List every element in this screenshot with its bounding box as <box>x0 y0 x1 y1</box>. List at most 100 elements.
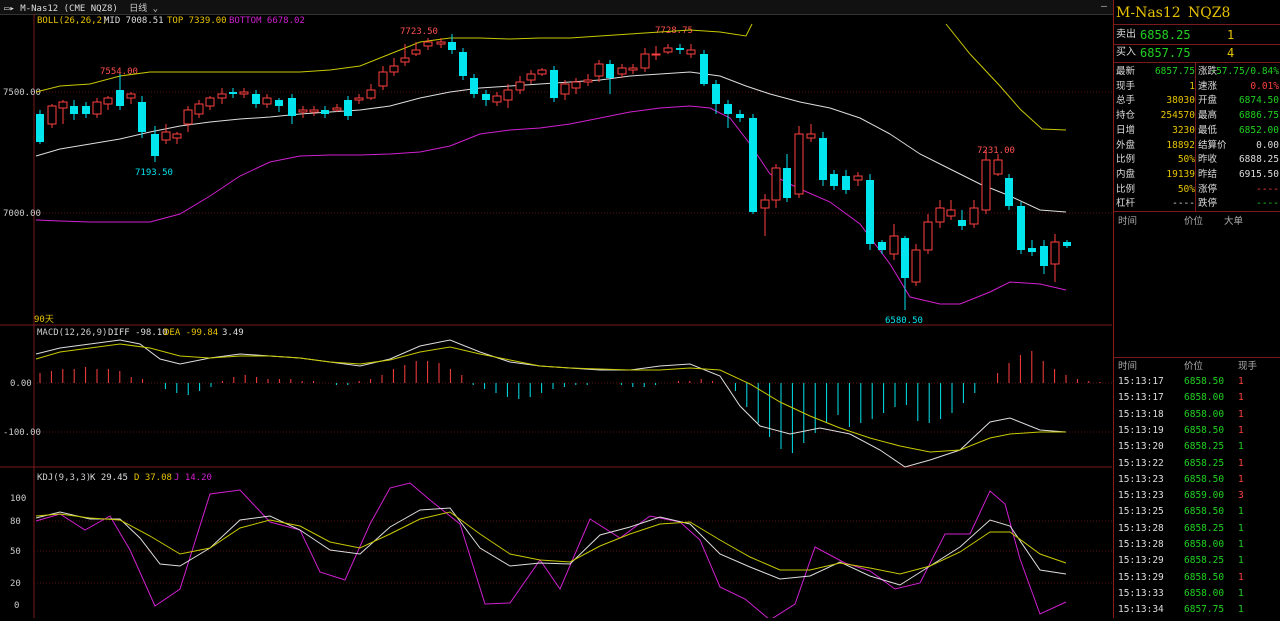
stat-value: 19139 <box>1166 168 1195 180</box>
stat-label: 杠杆 <box>1116 198 1136 210</box>
tick-row[interactable]: 15:13:17 6858.50 1 <box>1114 374 1280 389</box>
stat-label: 比例 <box>1116 154 1136 166</box>
tick-volume: 1 <box>1238 457 1244 469</box>
candle-body <box>288 98 296 116</box>
kdj-j: J 14.20 <box>174 473 212 483</box>
quote-code: NQZ8 <box>1188 5 1231 21</box>
tick-time: 15:13:33 <box>1118 587 1164 599</box>
candle-body <box>400 57 410 63</box>
candle-body <box>70 106 78 114</box>
candle-body <box>275 100 283 106</box>
tick-volume: 1 <box>1238 587 1244 599</box>
candle-body <box>366 89 376 99</box>
candle-body <box>194 103 204 115</box>
stat-row: 杠杆 ---- 跌停 ---- <box>1114 196 1280 211</box>
candle-body <box>923 221 933 251</box>
tick-row[interactable]: 15:13:29 6858.25 1 <box>1114 553 1280 568</box>
tick-time: 15:13:28 <box>1118 522 1164 534</box>
tick-price: 6858.00 <box>1184 392 1225 404</box>
tick-row[interactable]: 15:13:18 6858.00 1 <box>1114 407 1280 422</box>
candle-body <box>901 238 909 278</box>
tick-row[interactable]: 15:13:19 6858.50 1 <box>1114 423 1280 438</box>
candle-body <box>760 199 770 209</box>
tick-row[interactable]: 15:13:23 6859.00 3 <box>1114 488 1280 503</box>
macd-label: MACD(12,26,9) <box>37 328 107 338</box>
menu-icon[interactable]: ▭▸ <box>4 4 15 14</box>
kline-chart-area[interactable]: 7500.00 7000.00 0.00 -100.00 100 80 50 2… <box>0 14 1112 621</box>
macd-tick-0: 0.00 <box>10 379 32 389</box>
tick-time: 15:13:23 <box>1118 490 1164 502</box>
tick-time: 15:13:29 <box>1118 571 1164 583</box>
annotation-high-4: 7231.00 <box>977 146 1015 156</box>
tick-volume: 1 <box>1238 604 1244 616</box>
candle-body <box>344 100 352 116</box>
candle-body <box>252 94 260 104</box>
window-title: ▭▸ M-Nas12 (CME NQZ8) 日线 ⌄ <box>4 1 158 14</box>
tick-row[interactable]: 15:13:28 6858.25 1 <box>1114 521 1280 536</box>
tick-volume: 1 <box>1238 522 1244 534</box>
stat-value: ---- <box>1172 198 1195 210</box>
tick-volume: 1 <box>1238 555 1244 567</box>
candle-body <box>993 159 1003 175</box>
candle-body <box>1017 206 1025 250</box>
candle-body <box>354 97 364 101</box>
stat-label: 结算价 <box>1198 139 1227 151</box>
candle-body <box>309 109 319 113</box>
candle-body <box>515 81 525 91</box>
tick-row[interactable]: 15:13:28 6858.00 1 <box>1114 537 1280 552</box>
tick-row[interactable]: 15:13:34 6857.75 1 <box>1114 602 1280 617</box>
tick-price: 6858.25 <box>1184 555 1225 567</box>
stat-value: 254570 <box>1160 110 1195 122</box>
stat-value: 3230 <box>1172 124 1195 136</box>
tick-row[interactable]: 15:13:22 6858.25 1 <box>1114 456 1280 471</box>
tick-time: 15:13:28 <box>1118 539 1164 550</box>
tick-time: 15:13:17 <box>1118 376 1164 387</box>
candlestick-series <box>36 34 1071 310</box>
kdj-k-line <box>35 507 1067 586</box>
stat-value: 6888.25 <box>1238 154 1279 166</box>
stat-value: 6852.00 <box>1238 124 1279 136</box>
candle-body <box>1050 241 1060 265</box>
kdj-tick-50: 50 <box>10 547 21 557</box>
candle-body <box>571 81 581 89</box>
stat-label: 最高 <box>1198 110 1218 122</box>
candle-body <box>116 90 124 106</box>
candle-body <box>82 106 90 114</box>
period-selector[interactable]: 日线 ⌄ <box>129 4 159 14</box>
candle-body <box>537 69 547 75</box>
tick-row[interactable]: 15:13:33 6858.00 1 <box>1114 586 1280 601</box>
candle-body <box>161 131 171 141</box>
stat-row: 最新 6857.75 涨跌 -57.75/0.84% <box>1114 64 1280 79</box>
candle-body <box>389 65 399 73</box>
tick-volume: 1 <box>1238 376 1244 387</box>
tick-price: 6858.00 <box>1184 587 1225 599</box>
candle-body <box>126 93 136 99</box>
stat-label: 昨收 <box>1198 154 1218 166</box>
tick-price: 6858.00 <box>1184 539 1225 550</box>
tick-row[interactable]: 15:13:23 6858.50 1 <box>1114 472 1280 487</box>
tick-row[interactable]: 15:13:29 6858.50 1 <box>1114 570 1280 585</box>
kdj-tick-80: 80 <box>10 517 21 527</box>
stat-label: 昨结 <box>1198 168 1218 180</box>
chart-svg[interactable]: 7500.00 7000.00 0.00 -100.00 100 80 50 2… <box>0 14 1112 621</box>
candle-body <box>321 110 329 114</box>
quote-name: M-Nas12 <box>1116 5 1181 21</box>
stat-value: 50% <box>1177 154 1195 166</box>
tick-header: 时间 价位 现手 <box>1118 361 1258 372</box>
tick-row[interactable]: 15:13:17 6858.00 1 <box>1114 390 1280 405</box>
candle-body <box>628 67 638 71</box>
boll-top-line-2 <box>945 23 1067 131</box>
annotation-high-2: 7723.50 <box>400 27 438 37</box>
minimize-icon[interactable]: — <box>1100 1 1108 12</box>
tick-row[interactable]: 15:13:20 6858.25 1 <box>1114 439 1280 454</box>
tick-row[interactable]: 15:13:25 6858.50 1 <box>1114 504 1280 519</box>
candle-body <box>617 67 627 75</box>
buy-price: 6857.75 <box>1140 46 1191 60</box>
candle-body <box>794 133 804 195</box>
buy-row: 买入 6857.75 4 <box>1116 46 1235 60</box>
tick-volume: 1 <box>1238 539 1244 550</box>
stat-label: 最新 <box>1116 66 1136 77</box>
candle-body <box>878 242 886 250</box>
stat-label: 日增 <box>1116 124 1136 136</box>
macd-histogram <box>39 351 1101 453</box>
